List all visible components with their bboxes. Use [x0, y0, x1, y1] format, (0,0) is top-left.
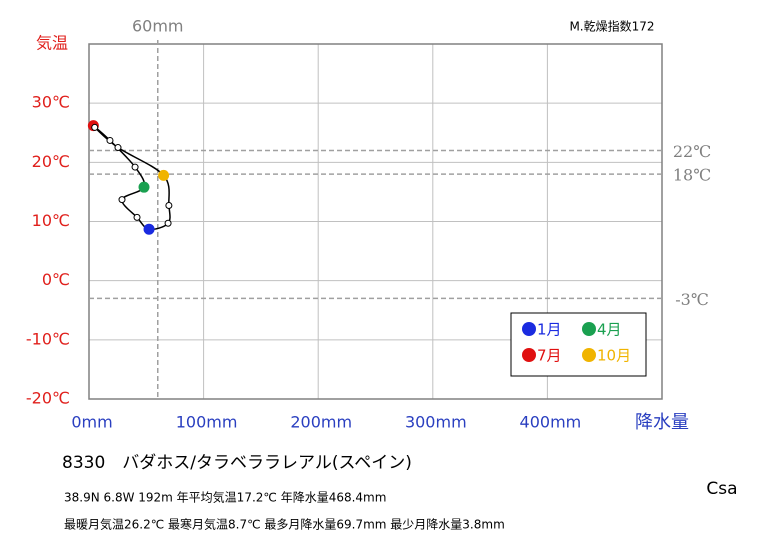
climate-class: Csa [706, 479, 737, 499]
month-point [131, 163, 139, 171]
reference-label: 18℃ [673, 166, 711, 185]
x-tick-label: 300mm [405, 413, 467, 432]
y-tick-label: 20℃ [32, 152, 70, 171]
legend-box [510, 312, 647, 377]
aridity-index: M.乾燥指数172 [569, 19, 654, 34]
legend-marker [522, 322, 536, 336]
month-point [133, 213, 141, 221]
month-point [138, 181, 150, 193]
station-info: 38.9N 6.8W 192m 年平均気温17.2℃ 年降水量468.4mm [64, 490, 386, 505]
reference-label: 60mm [132, 17, 184, 36]
legend-marker [522, 348, 536, 362]
x-tick-label: 100mm [176, 413, 238, 432]
x-axis-title: 降水量 [635, 412, 689, 433]
y-tick-label: 10℃ [32, 211, 70, 230]
reference-label: -3℃ [675, 290, 708, 309]
legend-marker [582, 348, 596, 362]
y-tick-label: -10℃ [26, 329, 70, 348]
month-point [114, 144, 122, 152]
month-point [91, 123, 99, 131]
legend-label: 10月 [597, 347, 631, 365]
station-title: 8330 バダホス/タラベララレアル(スペイン) [62, 453, 412, 473]
month-point [164, 219, 172, 227]
y-axis-title: 気温 [36, 34, 68, 53]
month-point [106, 136, 114, 144]
x-tick-label: 400mm [520, 413, 582, 432]
month-point [118, 196, 126, 204]
legend-label: 1月 [537, 321, 562, 339]
plot-frame [88, 43, 663, 400]
month-point [143, 223, 155, 235]
y-tick-label: 0℃ [42, 270, 70, 289]
reference-label: 22℃ [673, 142, 711, 161]
x-tick-label: 0mm [71, 413, 112, 432]
x-tick-label: 200mm [290, 413, 352, 432]
legend-marker [582, 322, 596, 336]
legend-label: 7月 [537, 347, 562, 365]
y-tick-label: 30℃ [32, 93, 70, 112]
legend-label: 4月 [597, 321, 622, 339]
y-tick-label: -20℃ [26, 389, 70, 408]
month-point [158, 169, 170, 181]
station-stats: 最暖月気温26.2℃ 最寒月気温8.7℃ 最多月降水量69.7mm 最少月降水量… [64, 517, 505, 532]
month-point [165, 202, 173, 210]
